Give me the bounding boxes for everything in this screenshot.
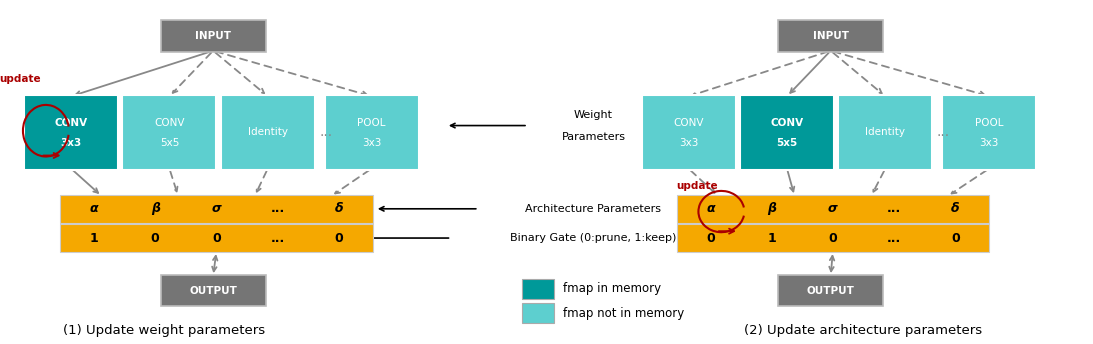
Text: update: update bbox=[677, 181, 718, 191]
Text: ...: ... bbox=[886, 232, 902, 245]
Text: 3x3: 3x3 bbox=[679, 138, 698, 149]
Text: ...: ... bbox=[270, 203, 285, 215]
FancyBboxPatch shape bbox=[740, 95, 834, 170]
FancyBboxPatch shape bbox=[221, 95, 315, 170]
Text: σ: σ bbox=[828, 203, 837, 215]
Text: ...: ... bbox=[319, 126, 332, 139]
Text: β: β bbox=[151, 203, 160, 215]
Text: 0: 0 bbox=[828, 232, 837, 245]
Text: 0: 0 bbox=[706, 232, 715, 245]
FancyBboxPatch shape bbox=[122, 95, 216, 170]
Text: Parameters: Parameters bbox=[562, 131, 625, 142]
Text: Identity: Identity bbox=[866, 127, 905, 138]
FancyBboxPatch shape bbox=[942, 95, 1036, 170]
FancyBboxPatch shape bbox=[522, 303, 554, 323]
Text: δ: δ bbox=[951, 203, 960, 215]
Text: fmap in memory: fmap in memory bbox=[563, 282, 661, 295]
Text: 0: 0 bbox=[212, 232, 221, 245]
Text: fmap not in memory: fmap not in memory bbox=[563, 307, 684, 320]
Text: CONV: CONV bbox=[154, 118, 185, 128]
FancyBboxPatch shape bbox=[677, 195, 989, 223]
FancyBboxPatch shape bbox=[161, 21, 266, 52]
Text: 0: 0 bbox=[951, 232, 960, 245]
Text: Identity: Identity bbox=[248, 127, 287, 138]
Text: 0: 0 bbox=[334, 232, 343, 245]
Text: Binary Gate (0:prune, 1:keep): Binary Gate (0:prune, 1:keep) bbox=[510, 233, 677, 243]
Text: 1: 1 bbox=[90, 232, 98, 245]
Text: CONV: CONV bbox=[771, 118, 803, 128]
Text: 3x3: 3x3 bbox=[362, 138, 381, 149]
FancyBboxPatch shape bbox=[24, 95, 118, 170]
FancyBboxPatch shape bbox=[778, 275, 883, 307]
Text: Weight: Weight bbox=[574, 109, 613, 120]
Text: ...: ... bbox=[270, 232, 285, 245]
Text: 1: 1 bbox=[767, 232, 776, 245]
Text: INPUT: INPUT bbox=[813, 31, 848, 41]
Text: ...: ... bbox=[886, 203, 902, 215]
Text: POOL: POOL bbox=[975, 118, 1003, 128]
Text: ...: ... bbox=[937, 126, 950, 139]
Text: 3x3: 3x3 bbox=[60, 138, 82, 149]
Text: α: α bbox=[90, 203, 98, 215]
Text: (2) Update architecture parameters: (2) Update architecture parameters bbox=[744, 324, 983, 337]
Text: 5x5: 5x5 bbox=[776, 138, 798, 149]
Text: update: update bbox=[0, 74, 40, 84]
Text: 5x5: 5x5 bbox=[160, 138, 179, 149]
FancyBboxPatch shape bbox=[838, 95, 932, 170]
FancyBboxPatch shape bbox=[642, 95, 736, 170]
FancyBboxPatch shape bbox=[60, 224, 373, 252]
Text: 0: 0 bbox=[151, 232, 160, 245]
Text: (1) Update weight parameters: (1) Update weight parameters bbox=[63, 324, 265, 337]
Text: OUTPUT: OUTPUT bbox=[807, 286, 855, 296]
FancyBboxPatch shape bbox=[161, 275, 266, 307]
FancyBboxPatch shape bbox=[325, 95, 419, 170]
Text: Architecture Parameters: Architecture Parameters bbox=[526, 204, 661, 214]
Text: CONV: CONV bbox=[55, 118, 87, 128]
FancyBboxPatch shape bbox=[522, 279, 554, 299]
Text: α: α bbox=[706, 203, 715, 215]
FancyBboxPatch shape bbox=[677, 224, 989, 252]
Text: CONV: CONV bbox=[673, 118, 704, 128]
Text: β: β bbox=[767, 203, 776, 215]
Text: σ: σ bbox=[212, 203, 221, 215]
FancyBboxPatch shape bbox=[60, 195, 373, 223]
Text: INPUT: INPUT bbox=[196, 31, 231, 41]
Text: POOL: POOL bbox=[357, 118, 386, 128]
Text: OUTPUT: OUTPUT bbox=[189, 286, 237, 296]
Text: δ: δ bbox=[334, 203, 343, 215]
Text: 3x3: 3x3 bbox=[979, 138, 999, 149]
FancyBboxPatch shape bbox=[778, 21, 883, 52]
